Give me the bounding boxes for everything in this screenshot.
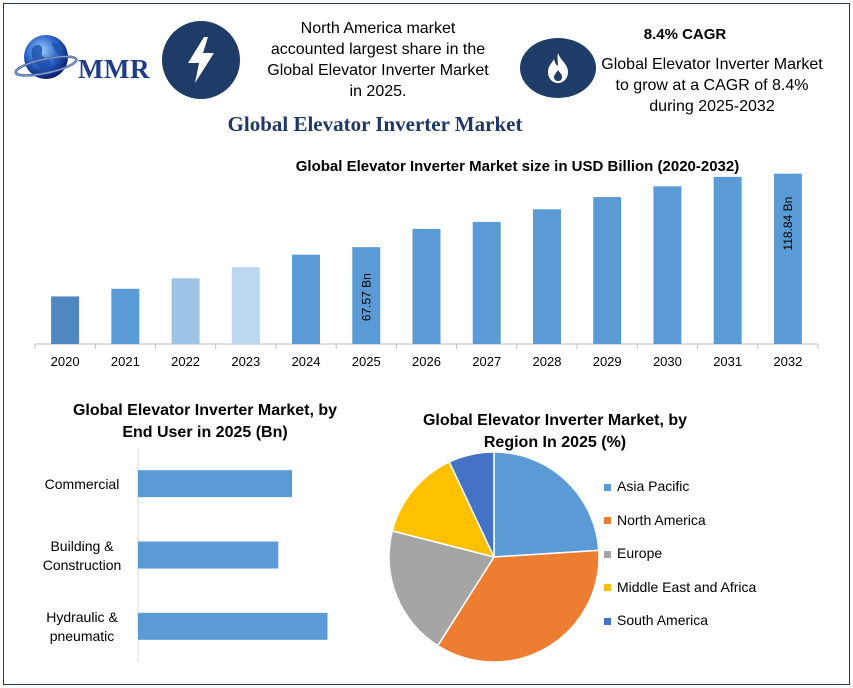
legend-label: Asia Pacific (617, 478, 690, 494)
pie-slice-north-america (436, 549, 600, 663)
x-tick-label: 2021 (111, 354, 140, 369)
logo-text: MMR (78, 54, 150, 84)
market-size-bar-chart: 2020 2021 2022 2023 2024 2025 67.57 Bn 2026 2027… (34, 173, 819, 369)
market-size-chart-title: Global Elevator Inverter Market size in … (295, 158, 740, 175)
cagr-info: Global Elevator Inverter Market to grow … (598, 54, 826, 117)
pie-slice-middle-east-and-africa (391, 460, 496, 559)
region-chart-title: Global Elevator Inverter Market, by Regi… (385, 410, 725, 454)
category-label-line: Construction (42, 557, 122, 573)
bar-2030 (653, 186, 682, 344)
pie-slice-south-america (448, 451, 495, 558)
legend-label: South America (617, 612, 709, 628)
bar-2027 (472, 221, 501, 344)
end-user-bar (138, 470, 293, 498)
legend-label: North America (617, 511, 706, 528)
end-user-category-label: Hydraulic & pneumatic (22, 608, 142, 646)
mmr-logo: MMR (12, 22, 162, 92)
bar-2021 (111, 288, 140, 344)
bar-2032 (773, 173, 802, 344)
end-user-bar (138, 541, 279, 569)
legend-swatch (604, 550, 611, 558)
category-label-line: Commercial (44, 476, 120, 493)
main-title: Global Elevator Inverter Market (227, 112, 523, 136)
bar-2028 (532, 209, 561, 344)
info1-line: Global Elevator Inverter Market (267, 62, 489, 79)
data-label-2032: 118.84 Bn (781, 197, 795, 251)
legend-swatch (604, 517, 611, 525)
pie-slice-europe (388, 529, 496, 647)
info2-line: during 2025-2032 (649, 98, 775, 115)
info1-line: North America market (300, 20, 456, 37)
x-tick-label: 2032 (773, 354, 802, 369)
lightning-bolt-icon (162, 21, 240, 99)
end-user-title-line: Global Elevator Inverter Market, by (72, 402, 338, 419)
region-title-line: Region In 2025 (%) (483, 434, 627, 451)
bar-2024 (292, 254, 321, 344)
x-tick-label: 2024 (292, 354, 321, 369)
end-user-category-label: Commercial (22, 475, 142, 494)
legend-item: Europe (604, 545, 662, 561)
end-user-title-line: End User in 2025 (Bn) (122, 424, 288, 441)
legend-swatch (604, 584, 611, 592)
legend-swatch (604, 617, 611, 625)
x-tick-label: 2031 (713, 354, 742, 369)
category-label-line: pneumatic (49, 628, 115, 645)
info1-line: accounted largest share in the (270, 41, 486, 58)
info1-line: in 2025. (349, 83, 407, 100)
bar-2029 (593, 197, 622, 344)
x-tick-label: 2026 (412, 354, 441, 369)
legend-label: Middle East and Africa (617, 578, 757, 595)
bar-2020 (51, 296, 80, 344)
legend-swatch (604, 483, 611, 491)
x-tick-label: 2020 (51, 354, 80, 369)
x-tick-label: 2025 (352, 354, 381, 369)
category-label-line: Building & (50, 538, 114, 554)
info2-line: Global Elevator Inverter Market (601, 56, 823, 73)
x-tick-label: 2022 (171, 354, 200, 369)
category-label-line: Hydraulic & (46, 609, 118, 626)
legend-item: Asia Pacific (604, 478, 689, 494)
north-america-info: North America market accounted largest s… (248, 18, 508, 102)
region-title-line: Global Elevator Inverter Market, by (422, 412, 688, 429)
cagr-title: 8.4% CAGR (643, 26, 727, 43)
end-user-chart-title: Global Elevator Inverter Market, by End … (40, 400, 370, 444)
end-user-bar (138, 612, 328, 640)
legend-item: North America (604, 512, 706, 528)
x-tick-label: 2023 (231, 354, 260, 369)
data-label-2025: 67.57 Bn (359, 273, 373, 321)
bar-2031 (713, 176, 742, 344)
x-tick-label: 2028 (533, 354, 562, 369)
region-legend: Asia Pacific North America Europe Middle Ea… (604, 478, 804, 638)
legend-label: Europe (617, 545, 663, 561)
info2-line: to grow at a CAGR of 8.4% (615, 77, 809, 94)
flame-icon (520, 38, 596, 98)
end-user-category-label: Building & Construction (22, 537, 142, 575)
x-tick-label: 2030 (653, 354, 682, 369)
legend-item: South America (604, 612, 708, 628)
pie-slice-asia-pacific (493, 451, 600, 558)
legend-item: Middle East and Africa (604, 579, 756, 595)
bar-2023 (231, 267, 260, 344)
bar-2025 (352, 247, 381, 344)
x-tick-label: 2029 (593, 354, 622, 369)
x-tick-label: 2027 (472, 354, 501, 369)
bar-2026 (412, 228, 441, 344)
globe-icon (14, 35, 78, 79)
bar-2022 (171, 278, 200, 344)
